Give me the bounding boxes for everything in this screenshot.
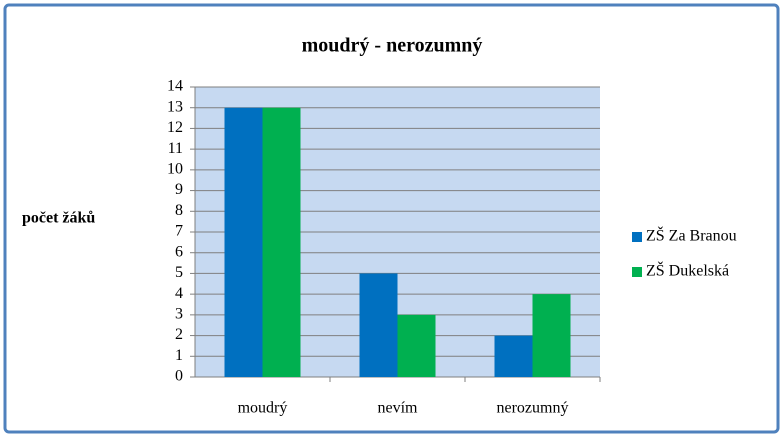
y-tick-label: 5 [175, 264, 183, 281]
legend-label: ZŠ Dukelská [646, 261, 729, 280]
y-tick-label: 1 [175, 347, 183, 364]
bar [532, 294, 571, 377]
legend-swatch [632, 267, 642, 277]
bar [494, 335, 533, 377]
bar [224, 107, 263, 377]
y-tick-label: 6 [175, 243, 183, 260]
x-tick-label: nerozumný [497, 400, 569, 417]
legend-swatch [632, 232, 642, 242]
y-axis-label: počet žáků [22, 210, 95, 227]
y-tick-label: 12 [167, 119, 183, 136]
bar [359, 273, 398, 377]
y-tick-label: 14 [167, 78, 183, 95]
x-tick-label: moudrý [238, 400, 288, 417]
chart-title: moudrý - nerozumný [302, 35, 483, 57]
y-tick-label: 4 [175, 285, 183, 302]
y-tick-label: 11 [168, 140, 183, 157]
legend-label: ZŠ Za Branou [646, 226, 737, 245]
y-tick-label: 3 [175, 306, 183, 323]
y-tick-label: 2 [175, 326, 183, 343]
x-tick-label: nevím [378, 400, 419, 417]
y-tick-label: 0 [175, 368, 183, 385]
y-tick-label: 8 [175, 202, 183, 219]
bar [262, 107, 301, 377]
y-tick-label: 13 [167, 98, 183, 115]
bar [397, 314, 436, 377]
y-tick-label: 10 [167, 161, 183, 178]
y-tick-label: 9 [175, 181, 183, 198]
y-tick-label: 7 [175, 223, 183, 240]
